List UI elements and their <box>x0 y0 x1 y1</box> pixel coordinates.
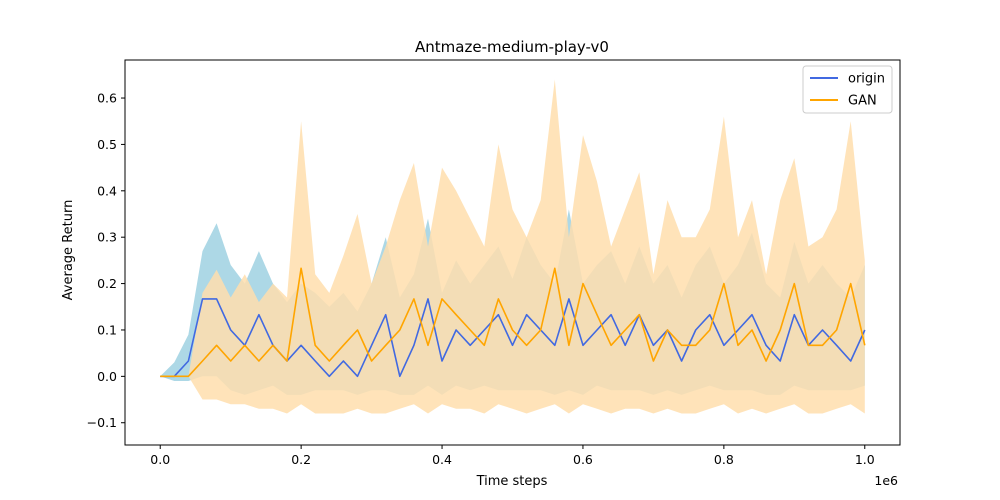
x-tick-label: 0.6 <box>573 452 593 467</box>
y-tick-label: 0.3 <box>97 230 117 245</box>
y-tick-label: 0.2 <box>97 276 117 291</box>
legend-label-origin: origin <box>848 72 885 87</box>
legend-label-gan: GAN <box>848 94 877 109</box>
axes <box>124 59 901 446</box>
confidence-bands <box>160 79 865 414</box>
x-tick-label: 0.8 <box>714 452 734 467</box>
y-tick-label: 0.4 <box>97 183 117 198</box>
y-tick-label: 0.6 <box>97 91 117 106</box>
x-tick-label: 0.0 <box>150 452 170 467</box>
y-axis-label: Average Return <box>61 200 76 301</box>
ticks: 0.0 0.2 0.4 0.6 0.8 1.0 −0.1 0.0 0.1 0.2 0.3 0.4 0.5… <box>87 91 875 467</box>
chart-title: Antmaze-medium-play-v0 <box>415 38 609 56</box>
x-axis-offset-text: 1e6 <box>874 473 898 488</box>
x-tick-label: 0.4 <box>432 452 452 467</box>
x-axis-label: Time steps <box>476 474 548 489</box>
series-lines <box>160 267 866 378</box>
y-tick-label: −0.1 <box>87 415 117 430</box>
x-tick-label: 1.0 <box>855 452 875 467</box>
line-gan <box>160 267 866 378</box>
plot-frame <box>124 59 901 446</box>
y-tick-label: 0.0 <box>97 369 117 384</box>
x-tick-label: 0.2 <box>291 452 311 467</box>
y-tick-label: 0.5 <box>97 137 117 152</box>
y-tick-label: 0.1 <box>97 322 117 337</box>
band-gan <box>160 79 865 414</box>
legend: origin GAN <box>802 65 893 114</box>
